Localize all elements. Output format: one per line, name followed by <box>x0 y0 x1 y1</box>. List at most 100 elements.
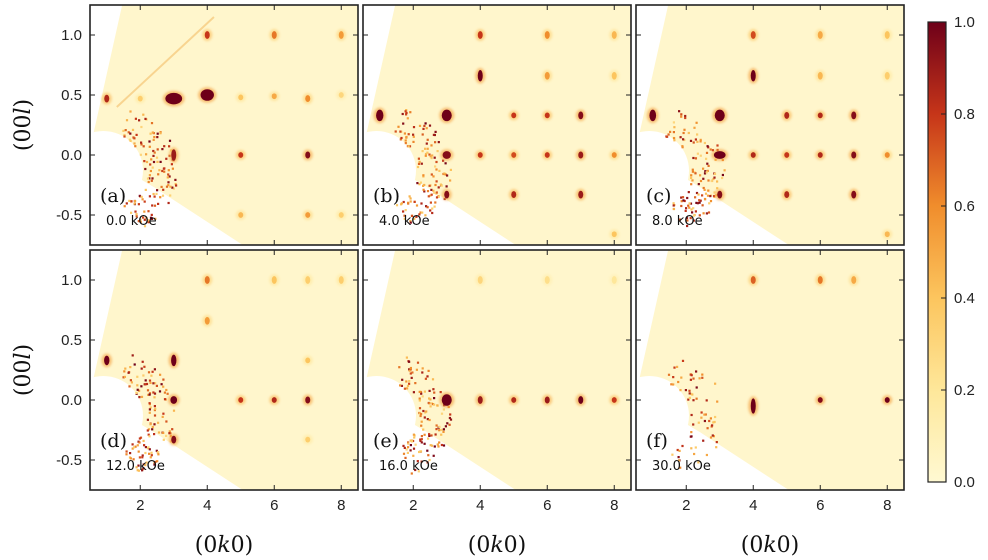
noise-speck <box>688 392 691 395</box>
noise-speck <box>140 195 143 198</box>
noise-speck <box>152 391 155 394</box>
noise-speck <box>153 409 156 412</box>
noise-speck <box>414 468 417 472</box>
noise-speck <box>406 387 409 390</box>
noise-speck <box>412 140 415 143</box>
noise-speck <box>161 148 164 151</box>
noise-speck <box>420 162 423 165</box>
noise-speck <box>415 215 418 218</box>
noise-speck <box>688 202 691 205</box>
measured-region <box>363 250 631 490</box>
noise-speck <box>690 447 693 450</box>
noise-speck <box>408 380 411 383</box>
noise-speck <box>418 183 421 186</box>
noise-speck <box>689 202 693 205</box>
noise-speck <box>413 436 416 439</box>
noise-speck <box>436 404 439 407</box>
noise-speck <box>150 451 153 454</box>
noise-speck <box>400 136 403 140</box>
noise-speck <box>701 373 704 376</box>
noise-speck <box>716 187 719 190</box>
noise-speck <box>135 466 138 469</box>
noise-speck <box>409 368 412 371</box>
noise-speck <box>158 169 161 172</box>
bragg-peak <box>544 31 550 39</box>
noise-speck <box>152 160 156 164</box>
noise-speck <box>702 167 705 170</box>
bragg-peak <box>305 276 311 284</box>
noise-speck <box>148 392 152 395</box>
noise-speck <box>702 439 705 442</box>
noise-speck <box>413 217 416 220</box>
colorbar-tick-label: 0.6 <box>954 198 975 215</box>
noise-speck <box>446 174 449 177</box>
noise-speck <box>442 159 445 162</box>
noise-speck <box>400 202 403 205</box>
noise-speck <box>165 157 168 160</box>
noise-speck <box>703 197 707 201</box>
field-label: 12.0 kOe <box>106 459 165 474</box>
bragg-peak <box>477 31 483 39</box>
noise-speck <box>690 392 693 395</box>
noise-speck <box>165 434 168 437</box>
noise-speck <box>709 417 712 420</box>
noise-speck <box>440 428 443 431</box>
noise-speck <box>426 190 430 193</box>
noise-speck <box>147 433 150 436</box>
x-axis-label: (0k0) <box>195 533 254 558</box>
noise-speck <box>149 169 152 173</box>
bragg-peak <box>305 357 311 364</box>
noise-speck <box>162 378 165 381</box>
noise-speck <box>415 368 418 371</box>
noise-speck <box>138 437 141 440</box>
noise-speck <box>154 382 157 385</box>
noise-speck <box>167 173 170 176</box>
colorbar-tick-label: 1.0 <box>954 14 975 31</box>
noise-speck <box>435 196 439 199</box>
bragg-peak <box>511 191 517 199</box>
noise-speck <box>428 458 431 462</box>
noise-speck <box>429 201 432 204</box>
noise-speck <box>427 195 430 198</box>
bragg-peak <box>305 151 311 159</box>
noise-speck <box>136 469 139 472</box>
noise-speck <box>124 129 127 132</box>
noise-speck <box>716 400 719 403</box>
noise-speck <box>433 403 436 406</box>
noise-speck <box>142 374 145 377</box>
noise-speck <box>417 162 421 165</box>
noise-speck <box>423 124 426 127</box>
noise-speck <box>155 384 158 387</box>
bragg-peak <box>851 111 857 120</box>
noise-speck <box>723 169 726 172</box>
noise-speck <box>425 205 428 208</box>
noise-speck <box>416 361 420 364</box>
bragg-peak <box>165 92 183 105</box>
noise-speck <box>422 174 425 177</box>
noise-speck <box>420 424 423 427</box>
noise-speck <box>418 390 421 393</box>
noise-speck <box>123 205 126 208</box>
noise-speck <box>172 187 175 190</box>
noise-speck <box>699 199 702 202</box>
measured-region <box>90 5 358 245</box>
noise-speck <box>685 216 689 220</box>
noise-speck <box>146 177 150 180</box>
noise-speck <box>160 383 163 386</box>
noise-speck <box>425 127 428 130</box>
noise-speck <box>412 391 415 394</box>
noise-speck <box>716 144 719 147</box>
colorbar-tick-label: 0.8 <box>954 106 975 123</box>
noise-speck <box>409 449 412 452</box>
bragg-peak <box>170 396 178 404</box>
noise-speck <box>436 150 439 153</box>
noise-speck <box>168 432 171 435</box>
noise-speck <box>713 176 716 179</box>
noise-speck <box>159 373 162 376</box>
noise-speck <box>153 405 156 408</box>
noise-speck <box>394 130 397 133</box>
noise-speck <box>406 117 409 120</box>
noise-speck <box>149 163 152 166</box>
noise-speck <box>430 188 433 191</box>
noise-speck <box>435 160 438 164</box>
